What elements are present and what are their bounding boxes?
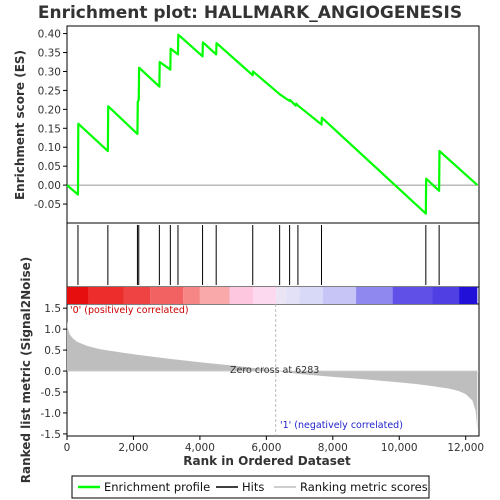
color-bar-segment [459, 287, 478, 304]
metric-tick-label: -1.5 [41, 429, 62, 441]
metric-tick-label: -0.5 [41, 387, 62, 399]
color-bar-segment [229, 287, 254, 304]
negative-correlation-label: '1' (negatively correlated) [280, 420, 403, 431]
x-tick-label: 0 [64, 442, 71, 454]
color-bar-segment [253, 287, 277, 304]
es-tick-label: 0.00 [38, 180, 61, 192]
color-bar-segment [199, 287, 230, 304]
enrichment-profile-line [66, 33, 479, 215]
es-tick-label: 0.10 [38, 142, 61, 154]
color-bar-segment [276, 287, 287, 304]
color-bar-segment [183, 287, 200, 304]
ranking-metric-fill [67, 320, 478, 430]
es-tick-label: 0.15 [38, 123, 61, 135]
es-tick-label: -0.05 [34, 199, 61, 211]
x-axis-label: Rank in Ordered Dataset [183, 454, 351, 468]
legend-box [71, 475, 430, 499]
color-bar-segment [286, 287, 300, 304]
color-bar-segment [392, 287, 433, 304]
color-bar-segment [150, 287, 184, 304]
es-tick-label: 0.05 [38, 161, 61, 173]
es-tick-label: 0.40 [38, 29, 61, 41]
color-bar-segment [432, 287, 460, 304]
x-tick-label: 2,000 [118, 442, 148, 454]
metric-tick-label: 1.0 [44, 324, 61, 336]
es-tick-label: 0.20 [38, 104, 61, 116]
legend-hits-label: Hits [242, 480, 264, 494]
color-bar-segment [322, 287, 357, 304]
hits-panel-frame [66, 222, 480, 288]
positive-correlation-label: '0' (positively correlated) [70, 305, 189, 316]
color-bar-segment [88, 287, 124, 304]
x-tick-label: 10,000 [381, 442, 418, 454]
metric-tick-label: 1.5 [44, 303, 61, 315]
color-bar-segment [356, 287, 393, 304]
x-tick-label: 6,000 [251, 442, 281, 454]
legend-profile-label: Enrichment profile [104, 480, 210, 494]
ranking-metric-area [67, 304, 479, 436]
hit-markers [77, 225, 440, 285]
chart-title: Enrichment plot: HALLMARK_ANGIOGENESIS [38, 3, 462, 23]
es-axis-label: Enrichment score (ES) [13, 50, 27, 200]
color-bar-segment [67, 287, 89, 304]
x-tick-label: 4,000 [185, 442, 215, 454]
axis-ticks: -0.050.000.050.100.150.200.250.300.350.4… [34, 29, 484, 454]
es-tick-label: 0.30 [38, 66, 61, 78]
color-bar-segment [123, 287, 151, 304]
metric-tick-label: 0.0 [44, 366, 61, 378]
metric-axis-label: Ranked list metric (Signal2Noise) [19, 257, 33, 484]
es-tick-label: 0.25 [38, 85, 61, 97]
color-bar-segment [299, 287, 323, 304]
ranking-color-bar [67, 287, 478, 304]
x-tick-label: 12,000 [447, 442, 484, 454]
zero-cross-label: Zero cross at 6283 [230, 365, 319, 376]
metric-tick-label: -1.0 [41, 408, 62, 420]
metric-tick-label: 0.5 [44, 345, 61, 357]
legend-metric-label: Ranking metric scores [300, 480, 428, 494]
es-tick-label: 0.35 [38, 48, 61, 60]
x-tick-label: 8,000 [318, 442, 348, 454]
enrichment-profile-area [66, 33, 479, 215]
